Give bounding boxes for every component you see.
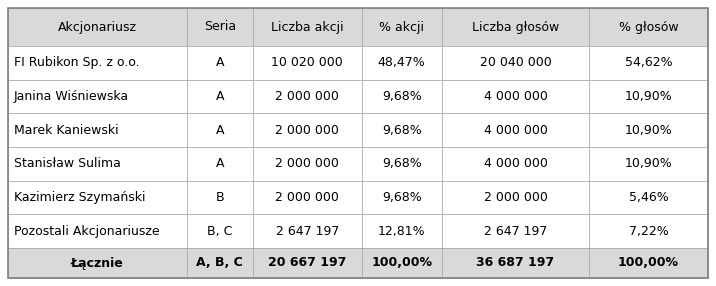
Text: 9,68%: 9,68% [382,157,422,170]
Text: 2 000 000: 2 000 000 [276,157,339,170]
Text: FI Rubikon Sp. z o.o.: FI Rubikon Sp. z o.o. [14,56,140,69]
Bar [589,46,708,80]
Bar [442,113,589,147]
Bar [253,80,362,113]
Bar [589,214,708,248]
Bar [253,46,362,80]
Bar [442,8,589,46]
Bar [186,80,253,113]
Bar [8,147,186,181]
Text: Łącznie: Łącznie [71,257,124,269]
Text: 20 667 197: 20 667 197 [268,257,347,269]
Bar [589,248,708,278]
Text: 2 647 197: 2 647 197 [484,225,547,238]
Bar [253,181,362,214]
Text: Akcjonariusz: Akcjonariusz [58,21,137,33]
Text: 5,46%: 5,46% [629,191,668,204]
Text: 100,00%: 100,00% [372,257,432,269]
Text: 12,81%: 12,81% [378,225,425,238]
Bar [186,248,253,278]
Text: 4 000 000: 4 000 000 [483,124,548,137]
Bar [362,113,442,147]
Bar [186,46,253,80]
Bar [186,147,253,181]
Bar [8,8,186,46]
Bar [589,181,708,214]
Text: 2 000 000: 2 000 000 [276,124,339,137]
Bar [589,80,708,113]
Text: 7,22%: 7,22% [629,225,668,238]
Bar [589,113,708,147]
Text: 48,47%: 48,47% [378,56,425,69]
Text: B: B [216,191,224,204]
Text: % akcji: % akcji [379,21,425,33]
Text: 9,68%: 9,68% [382,191,422,204]
Text: A: A [216,56,224,69]
Bar [442,147,589,181]
Bar [442,181,589,214]
Bar [253,248,362,278]
Text: A: A [216,157,224,170]
Bar [186,113,253,147]
Bar [362,147,442,181]
Bar [442,80,589,113]
Text: 100,00%: 100,00% [618,257,679,269]
Text: 36 687 197: 36 687 197 [476,257,555,269]
Text: % głosów: % głosów [619,21,678,33]
Text: 4 000 000: 4 000 000 [483,157,548,170]
Text: 10 020 000: 10 020 000 [271,56,343,69]
Text: B, C: B, C [207,225,233,238]
Bar [362,80,442,113]
Text: Liczba akcji: Liczba akcji [271,21,344,33]
Text: 20 040 000: 20 040 000 [480,56,551,69]
Bar [362,181,442,214]
Bar [362,248,442,278]
Bar [186,181,253,214]
Text: Pozostali Akcjonariusze: Pozostali Akcjonariusze [14,225,160,238]
Text: 2 647 197: 2 647 197 [276,225,339,238]
Text: Stanisław Sulima: Stanisław Sulima [14,157,121,170]
Bar [362,214,442,248]
Bar [442,46,589,80]
Bar [253,113,362,147]
Bar [589,8,708,46]
Bar [8,181,186,214]
Text: A: A [216,90,224,103]
Text: 10,90%: 10,90% [624,157,672,170]
Text: 9,68%: 9,68% [382,124,422,137]
Bar [442,248,589,278]
Text: 9,68%: 9,68% [382,90,422,103]
Bar [362,8,442,46]
Text: Kazimierz Szymański: Kazimierz Szymański [14,191,145,204]
Text: 54,62%: 54,62% [624,56,672,69]
Text: Liczba głosów: Liczba głosów [472,21,559,33]
Text: Marek Kaniewski: Marek Kaniewski [14,124,119,137]
Text: Seria: Seria [203,21,236,33]
Text: 2 000 000: 2 000 000 [276,90,339,103]
Text: 10,90%: 10,90% [624,124,672,137]
Text: 4 000 000: 4 000 000 [483,90,548,103]
Text: 2 000 000: 2 000 000 [276,191,339,204]
Bar [8,113,186,147]
Text: 10,90%: 10,90% [624,90,672,103]
Text: A, B, C: A, B, C [196,257,243,269]
Text: Janina Wiśniewska: Janina Wiśniewska [14,90,129,103]
Bar [186,8,253,46]
Bar [8,214,186,248]
Bar [362,46,442,80]
Bar [8,80,186,113]
Bar [186,214,253,248]
Bar [8,248,186,278]
Text: A: A [216,124,224,137]
Bar [442,214,589,248]
Bar [8,46,186,80]
Bar [253,147,362,181]
Text: 2 000 000: 2 000 000 [483,191,548,204]
Bar [253,214,362,248]
Bar [253,8,362,46]
Bar [589,147,708,181]
